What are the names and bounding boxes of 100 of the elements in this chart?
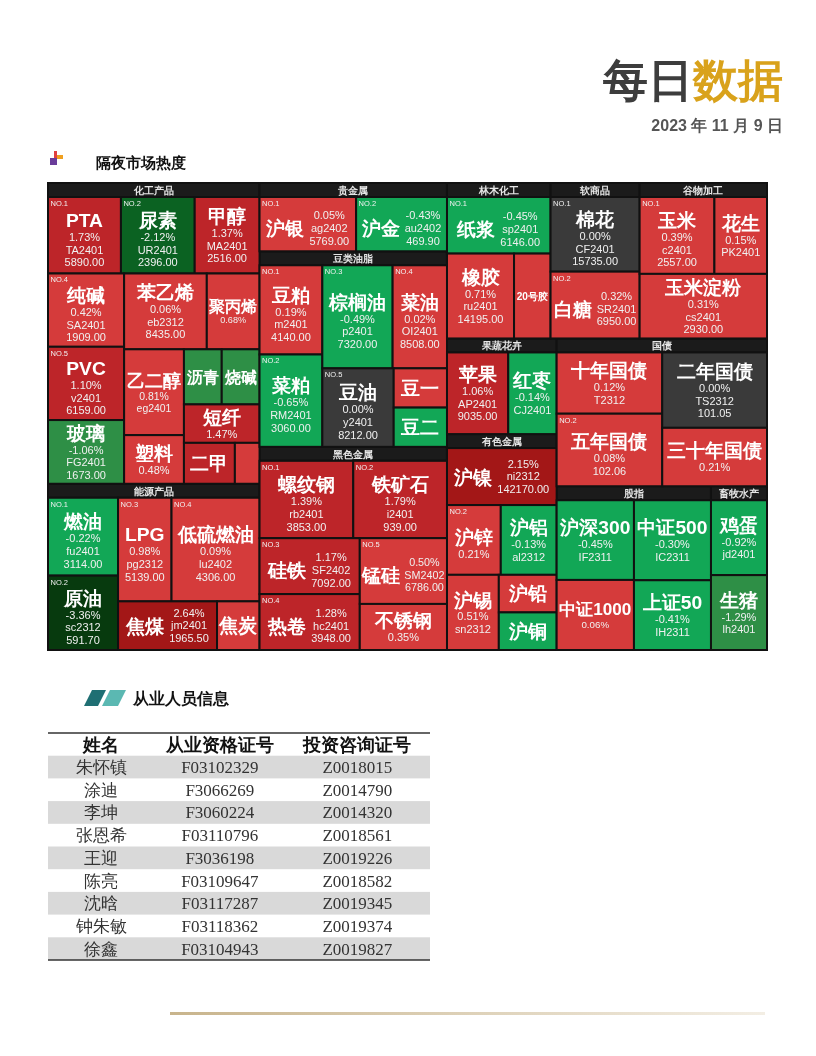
- data-label: 0.21%: [458, 548, 490, 561]
- category-label: 从业资格证号: [164, 734, 274, 755]
- category-label: 豆粕: [270, 284, 310, 306]
- text: Z0019374: [322, 916, 393, 936]
- text: Z0018561: [322, 826, 393, 846]
- category-label: 沪锌: [453, 527, 493, 549]
- data-label: 0.39%: [661, 231, 693, 244]
- category-label: 投资咨询证号: [302, 734, 412, 755]
- category-label: 短纤: [201, 407, 241, 429]
- category-label: 玉米: [657, 210, 698, 232]
- text: 豆类油脂: [332, 253, 374, 265]
- treemap-cell: 聚丙烯 0.68%: [205, 272, 261, 351]
- text: 朱怀镇: [75, 758, 127, 778]
- data-label: -0.22%: [65, 532, 101, 545]
- treemap-cell: 烧碱: [220, 348, 261, 406]
- category-label: 沪铝: [508, 517, 548, 539]
- data-label: -0.92%: [721, 535, 757, 548]
- data-label: 0.09%: [199, 545, 232, 558]
- category-label: 苹果: [457, 364, 498, 386]
- data-label: 0.15%: [725, 233, 757, 246]
- text: 谷物加工: [682, 185, 724, 196]
- data-label: 0.19%: [275, 305, 307, 318]
- data-label: -0.41%: [655, 613, 691, 626]
- data-label: 0.71%: [464, 287, 497, 300]
- data-label: -0.65%: [273, 396, 309, 409]
- data-label: 0.31%: [687, 297, 720, 310]
- text: 徐鑫: [84, 939, 119, 959]
- treemap-cell: 豆一: [392, 367, 448, 409]
- category-label: 不锈钢: [373, 610, 432, 632]
- data-label: 1.47%: [206, 428, 238, 441]
- data-label: 0.98%: [129, 545, 161, 558]
- treemap-cell: 二年国债 0.00% TS2312 101.05: [661, 351, 768, 429]
- treemap-cell: 不锈钢 0.35%: [358, 602, 448, 651]
- treemap-cell: 二甲: [182, 441, 236, 485]
- treemap-cell: 甲醇 1.37% MA2401 2516.00: [193, 196, 261, 275]
- category-label: 焦炭: [218, 615, 259, 637]
- treemap-cell: 20号胶: [513, 252, 552, 340]
- data-label: 1.39%: [290, 495, 323, 508]
- data-label: -0.13%: [511, 538, 547, 551]
- data-label: 0.50%: [409, 556, 441, 569]
- data-label: 1.28%: [315, 607, 347, 620]
- category-label: 锰硅: [361, 564, 401, 586]
- treemap-cell: 三十年国债 0.21%: [661, 426, 768, 488]
- treemap-cell: 沪锡 0.51% sn2312: [446, 573, 500, 651]
- category-label: 豆一: [400, 377, 440, 399]
- text: Z0019345: [322, 894, 393, 914]
- treemap-cell: 玉米淀粉 0.31% cs2401 2930.00: [638, 272, 768, 340]
- data-label: 2.15%: [507, 457, 540, 470]
- text: F3060224: [185, 803, 255, 823]
- category-label: 20号胶: [516, 290, 548, 302]
- treemap-cell: 沪铜: [497, 611, 558, 651]
- category-label: 豆油: [338, 382, 378, 404]
- category-label: 烧碱: [223, 367, 257, 386]
- category-label: 焦煤: [125, 615, 166, 637]
- text: 果蔬花卉: [480, 340, 522, 352]
- text: 陈亮: [84, 871, 119, 891]
- treemap-cell: 沪深300 -0.45% IF2311: [555, 499, 635, 581]
- category-label: 中证1000: [559, 600, 632, 620]
- text: 股指: [622, 488, 644, 500]
- treemap-cell: 沪铅: [497, 573, 558, 614]
- text: F03109647: [181, 871, 259, 891]
- text: 2023 年 11 月 9 日: [651, 117, 783, 134]
- data-label: -0.45%: [502, 210, 538, 223]
- category-label: 塑料: [134, 442, 174, 464]
- category-label: 白糖: [553, 298, 592, 320]
- data-label: 1.17%: [315, 551, 347, 564]
- category-label: 中证500: [637, 517, 708, 539]
- category-label: 玉米淀粉: [664, 276, 743, 298]
- data-label: 1.73%: [68, 230, 101, 243]
- data-label: 0.00%: [579, 230, 611, 243]
- text: Z0018015: [322, 758, 393, 778]
- category-label: 沪铜: [507, 620, 547, 642]
- category-label: 尿素: [137, 210, 177, 232]
- data-label: 2.64%: [173, 606, 205, 619]
- text: 畜牧水产: [717, 488, 759, 500]
- text: 能源产品: [133, 485, 174, 497]
- data-label: 0.06%: [581, 618, 610, 630]
- category-label: 三十年国债: [667, 440, 763, 462]
- treemap-cell: 乙二醇 0.81% eg2401: [123, 348, 185, 437]
- treemap-cell: 沪铝 -0.13% al2312: [499, 504, 558, 576]
- category-label: 纸浆: [456, 219, 496, 241]
- text: Z0019226: [322, 848, 393, 868]
- category-label: 螺纹钢: [276, 474, 335, 496]
- treemap-cell: 上证50 -0.41% IH2311: [632, 579, 712, 651]
- text: 从业人员信息: [132, 690, 230, 707]
- text: Z0014790: [322, 780, 393, 800]
- category-label: 姓名: [82, 734, 120, 755]
- treemap-cell: 短纤 1.47%: [182, 403, 261, 444]
- data-label: 0.00%: [699, 381, 731, 394]
- treemap-cell: 沥青: [182, 348, 223, 406]
- text: 沈晗: [84, 894, 119, 914]
- treemap-cell: 生猪 -1.29% lh2401: [710, 574, 768, 651]
- text: F03104943: [181, 939, 259, 959]
- category-label: 甲醇: [208, 206, 247, 228]
- data-label: -0.14%: [515, 391, 551, 404]
- category-label: 豆二: [400, 416, 440, 438]
- text: 涂迪: [84, 780, 119, 800]
- category-label: 沪镍: [453, 466, 494, 488]
- category-label: 纯碱: [66, 284, 106, 306]
- category-label: 热卷: [267, 615, 307, 637]
